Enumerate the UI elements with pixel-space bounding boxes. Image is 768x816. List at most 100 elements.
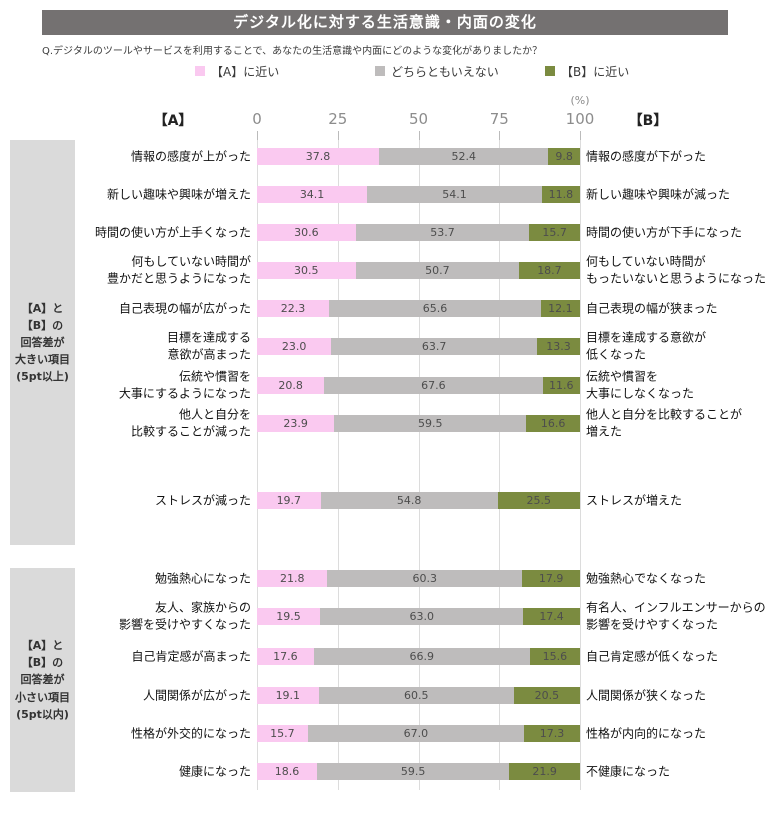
legend-swatch-a-icon bbox=[195, 66, 205, 76]
chart-title: デジタル化に対する生活意識・内面の変化 bbox=[42, 10, 728, 35]
group-box-large-diff: 【A】と【B】の 回答差が 大きい項目 (5pt以上) bbox=[10, 140, 75, 545]
group-box-small-diff: 【A】と【B】の 回答差が 小さい項目 (5pt以内) bbox=[10, 568, 75, 792]
segment-b: 17.9 bbox=[522, 570, 580, 587]
axis-b-label: 【B】 bbox=[628, 113, 668, 129]
row-left-label: 時間の使い方が上手くなった bbox=[94, 224, 251, 239]
stacked-bar: 21.8 60.3 17.9 bbox=[257, 570, 580, 587]
survey-question: Q.デジタルのツールやサービスを利用することで、あなたの生活意識や内面にどのよう… bbox=[42, 46, 543, 57]
legend-label-a: 【A】に近い bbox=[211, 64, 280, 79]
segment-neutral: 53.7 bbox=[355, 224, 530, 241]
row-right-label: 自己表現の幅が狭まった bbox=[586, 300, 718, 315]
legend-label-b: 【B】に近い bbox=[561, 64, 630, 79]
segment-b: 9.8 bbox=[548, 148, 580, 165]
row-left-label: 他人と自分を 比較することが減った bbox=[130, 407, 251, 439]
segment-b: 17.4 bbox=[523, 608, 580, 625]
legend-swatch-neutral-icon bbox=[375, 66, 385, 76]
segment-neutral: 60.3 bbox=[327, 570, 523, 587]
stacked-bar: 20.8 67.6 11.6 bbox=[257, 377, 580, 394]
axis-tick-mark bbox=[337, 131, 339, 140]
segment-b: 21.9 bbox=[509, 763, 580, 780]
gridline bbox=[257, 140, 258, 790]
row-right-label: 勉強熱心でなくなった bbox=[586, 570, 707, 585]
row-right-label: 有名人、インフルエンサーからの 影響を受けやすくなった bbox=[586, 600, 766, 632]
segment-a: 22.3 bbox=[257, 300, 330, 317]
segment-neutral: 59.5 bbox=[317, 763, 510, 780]
segment-a: 19.7 bbox=[257, 492, 321, 509]
segment-a: 30.5 bbox=[257, 262, 356, 279]
row-right-label: 他人と自分を比較することが 増えた bbox=[586, 407, 743, 439]
axis-tick-mark bbox=[257, 131, 258, 140]
gridline bbox=[337, 140, 339, 790]
row-left-label: 情報の感度が上がった bbox=[130, 148, 251, 163]
segment-b: 11.6 bbox=[542, 377, 580, 394]
segment-neutral: 50.7 bbox=[355, 262, 520, 279]
axis-tick-mark bbox=[580, 131, 581, 140]
row-right-label: 目標を達成する意欲が 低くなった bbox=[586, 330, 707, 362]
row-left-label: 新しい趣味や興味が増えた bbox=[106, 186, 251, 201]
segment-a: 23.9 bbox=[257, 415, 335, 432]
segment-neutral: 66.9 bbox=[313, 648, 530, 665]
row-left-label: 性格が外交的になった bbox=[130, 725, 251, 740]
stacked-bar: 37.8 52.4 9.8 bbox=[257, 148, 580, 165]
stacked-bar: 19.1 60.5 20.5 bbox=[257, 687, 580, 704]
segment-neutral: 52.4 bbox=[379, 148, 549, 165]
segment-neutral: 60.5 bbox=[318, 687, 514, 704]
row-right-label: 性格が内向的になった bbox=[586, 725, 707, 740]
legend-label-neutral: どちらともいえない bbox=[391, 64, 499, 79]
row-left-label: 自己肯定感が高まった bbox=[131, 648, 251, 663]
row-right-label: 人間関係が狭くなった bbox=[586, 687, 707, 702]
legend-item-neutral: どちらともいえない bbox=[375, 64, 499, 79]
row-right-label: 情報の感度が下がった bbox=[586, 148, 707, 163]
segment-b: 15.7 bbox=[529, 224, 580, 241]
segment-a: 19.1 bbox=[257, 687, 319, 704]
row-left-label: 目標を達成する 意欲が高まった bbox=[166, 330, 251, 362]
segment-b: 20.5 bbox=[513, 687, 580, 704]
row-right-label: 何もしていない時間が もったいないと思うようになった bbox=[586, 254, 767, 286]
stacked-bar: 19.5 63.0 17.4 bbox=[257, 608, 580, 625]
legend-item-a: 【A】に近い bbox=[195, 64, 280, 79]
segment-neutral: 67.0 bbox=[307, 725, 525, 742]
segment-a: 17.6 bbox=[257, 648, 314, 665]
segment-a: 37.8 bbox=[257, 148, 380, 165]
segment-b: 12.1 bbox=[540, 300, 580, 317]
row-right-label: 不健康になった bbox=[586, 763, 671, 778]
stacked-bar: 18.6 59.5 21.9 bbox=[257, 763, 580, 780]
row-right-label: 時間の使い方が下手になった bbox=[586, 224, 743, 239]
axis-tick-mark bbox=[418, 131, 420, 140]
segment-b: 13.3 bbox=[537, 338, 580, 355]
stacked-bar: 34.1 54.1 11.8 bbox=[257, 186, 580, 203]
row-left-label: ストレスが減った bbox=[154, 492, 251, 507]
axis-percent-label: (%) bbox=[570, 94, 590, 107]
segment-neutral: 63.7 bbox=[331, 338, 538, 355]
axis-a-label: 【A】 bbox=[153, 113, 193, 129]
gridline bbox=[580, 140, 581, 790]
segment-b: 18.7 bbox=[519, 262, 580, 279]
segment-b: 17.3 bbox=[524, 725, 580, 742]
row-right-label: 自己肯定感が低くなった bbox=[586, 648, 719, 663]
segment-neutral: 67.6 bbox=[324, 377, 543, 394]
stacked-bar: 30.6 53.7 15.7 bbox=[257, 224, 580, 241]
row-right-label: ストレスが増えた bbox=[586, 492, 683, 507]
row-left-label: 伝統や慣習を 大事にするようになった bbox=[118, 369, 251, 401]
axis-tick-label: 0 bbox=[252, 110, 262, 128]
stacked-bar: 15.7 67.0 17.3 bbox=[257, 725, 580, 742]
axis-tick-label: 75 bbox=[489, 110, 509, 128]
legend-swatch-b-icon bbox=[545, 66, 555, 76]
segment-a: 34.1 bbox=[257, 186, 368, 203]
row-left-label: 自己表現の幅が広がった bbox=[118, 300, 251, 315]
segment-b: 16.6 bbox=[526, 415, 580, 432]
axis-tick-label: 100 bbox=[565, 110, 595, 128]
gridline bbox=[418, 140, 420, 790]
segment-a: 21.8 bbox=[257, 570, 328, 587]
row-left-label: 何もしていない時間が 豊かだと思うようになった bbox=[106, 254, 251, 286]
legend-item-b: 【B】に近い bbox=[545, 64, 630, 79]
segment-a: 15.7 bbox=[257, 725, 308, 742]
row-left-label: 健康になった bbox=[178, 763, 251, 778]
stacked-bar: 30.5 50.7 18.7 bbox=[257, 262, 580, 279]
row-right-label: 新しい趣味や興味が減った bbox=[586, 186, 731, 201]
axis-tick-label: 50 bbox=[408, 110, 429, 128]
axis-tick-mark bbox=[499, 131, 501, 140]
row-left-label: 友人、家族からの 影響を受けやすくなった bbox=[118, 600, 251, 632]
segment-neutral: 65.6 bbox=[329, 300, 541, 317]
